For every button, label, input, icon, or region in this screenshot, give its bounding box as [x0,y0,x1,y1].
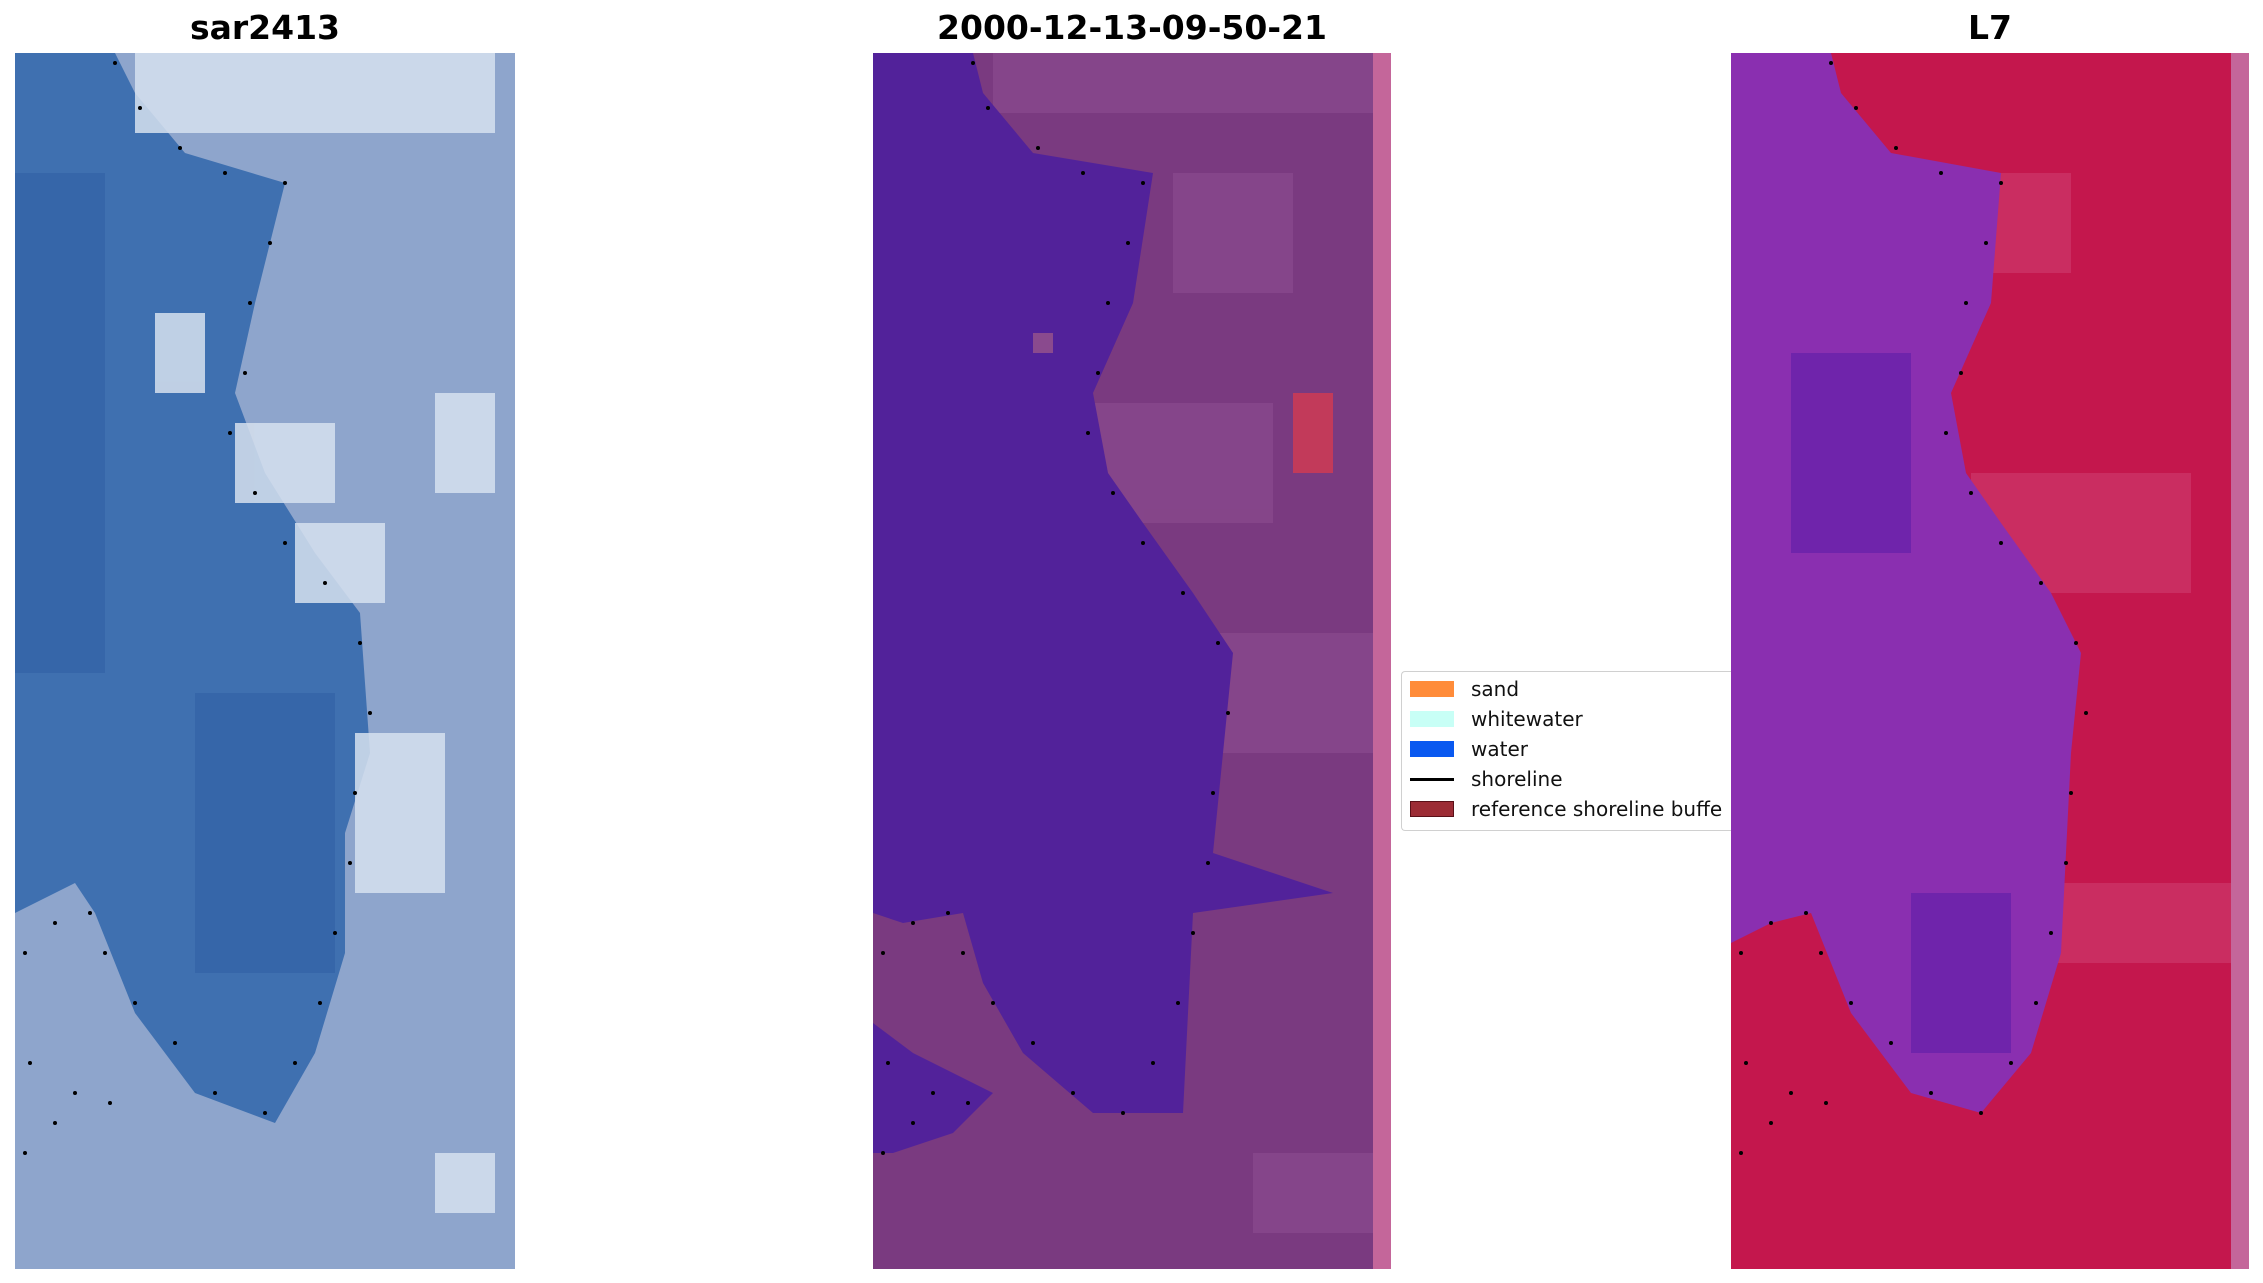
panel-title-rgb: sar2413 [189,8,341,47]
legend-item-whitewater: whitewater [1410,706,1583,732]
buffer-strip [2231,53,2249,1269]
panel-title-index: L7 [1968,8,2012,47]
land-texture [993,53,1373,1233]
water-deep [1791,353,2011,1053]
red-patch [1293,393,1333,473]
shoreline-dots-c [1739,61,2088,1155]
classified-image [873,53,1391,1269]
shoreline-dots-a [23,61,372,1155]
water-area [873,53,1333,1113]
water-swatch [1410,741,1454,757]
shoreline-dots-b [881,61,1230,1155]
shoreline-line [1410,777,1454,781]
sand-swatch [1410,681,1454,697]
legend: sand whitewater water shoreline referenc… [1401,671,1736,831]
panel-title-classified: 2000-12-13-09-50-21 [937,8,1327,47]
legend-item-sand: sand [1410,676,1519,702]
water-area [1731,53,2081,1113]
water-lower-left [873,1023,993,1153]
buffer-swatch [1410,801,1454,817]
legend-item-reference-buffer: reference shoreline buffe [1410,796,1722,822]
buffer-strip [1373,53,1391,1269]
water-dark-patches [15,173,335,973]
land-speck [1033,333,1053,353]
mndwi-image [1731,53,2249,1269]
bright-patches [135,53,495,1213]
rgb-satellite-image [15,53,515,1269]
whitewater-swatch [1410,711,1454,727]
legend-item-water: water [1410,736,1528,762]
legend-item-shoreline: shoreline [1410,766,1563,792]
